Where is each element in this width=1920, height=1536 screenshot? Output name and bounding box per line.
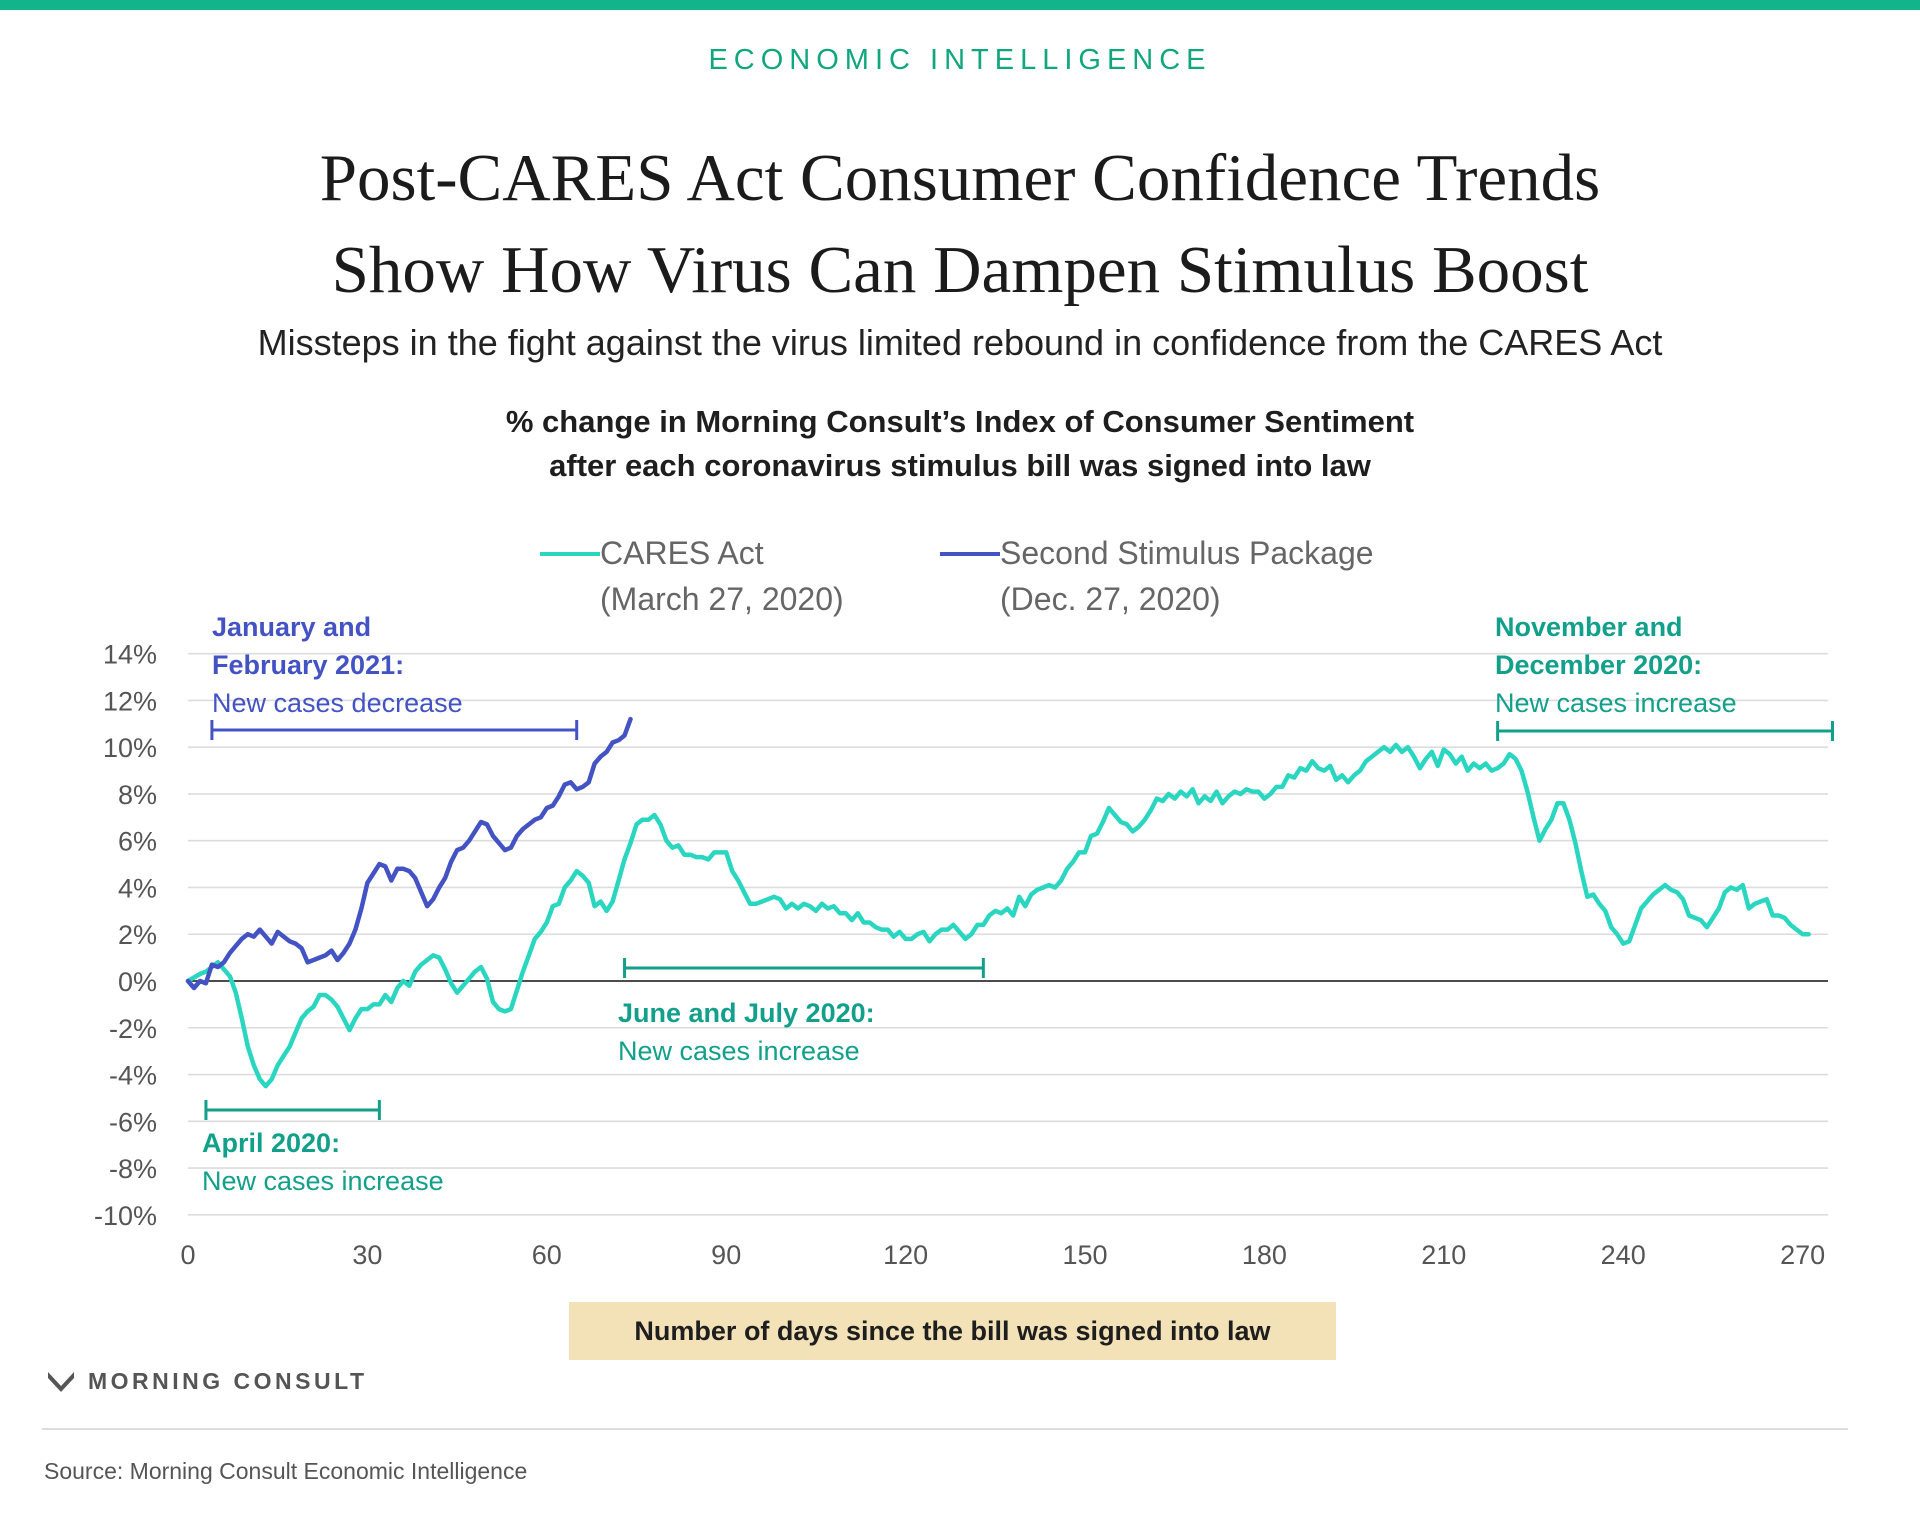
annotation-text: New cases increase (618, 1036, 860, 1066)
series-line-cares-act (185, 742, 1811, 1089)
chart-title-line-2: after each coronavirus stimulus bill was… (549, 448, 1371, 483)
x-tick-label: 240 (1601, 1240, 1646, 1270)
legend: CARES Act (March 27, 2020) Second Stimul… (540, 535, 1374, 617)
x-tick-label: 60 (532, 1240, 562, 1270)
source-note: Source: Morning Consult Economic Intelli… (44, 1458, 528, 1484)
y-tick-label: 0% (118, 967, 157, 997)
y-tick-label: 4% (118, 873, 157, 903)
subtitle: Missteps in the fight against the virus … (257, 322, 1663, 363)
y-tick-label: -8% (109, 1154, 157, 1184)
legend-label-cares: CARES Act (600, 535, 764, 571)
y-tick-label: 14% (103, 640, 157, 670)
series-lines (185, 716, 1811, 1089)
y-tick-label: 8% (118, 780, 157, 810)
headline-line-1: Post-CARES Act Consumer Confidence Trend… (319, 141, 1601, 215)
annotation-text: New cases decrease (212, 688, 463, 718)
y-tick-label: 2% (118, 920, 157, 950)
footer-divider (42, 1428, 1848, 1430)
brand-logo: MORNING CONSULT (46, 1366, 368, 1396)
annotation-title: June and July 2020: (618, 998, 875, 1028)
x-tick-label: 270 (1780, 1240, 1825, 1270)
annotation-title: December 2020: (1495, 650, 1702, 680)
annotation-june-july-2020: June and July 2020: New cases increase (618, 958, 985, 1066)
y-axis-ticks: -10% -8% -6% -4% -2% 0% 2% 4% 6% 8% 10% 12% 14% (94, 640, 157, 1231)
y-tick-label: -6% (109, 1107, 157, 1137)
annotation-title: February 2021: (212, 650, 404, 680)
y-tick-label: 10% (103, 733, 157, 763)
headline-line-2: Show How Virus Can Dampen Stimulus Boost (331, 233, 1589, 307)
annotation-bracket (204, 1100, 381, 1120)
x-tick-label: 30 (352, 1240, 382, 1270)
morning-consult-logo-icon (48, 1372, 74, 1392)
annotation-bracket (623, 958, 985, 978)
y-tick-label: -4% (109, 1061, 157, 1091)
legend-label-second: Second Stimulus Package (1000, 535, 1374, 571)
annotation-bracket (1496, 721, 1834, 741)
annotation-title: January and (212, 612, 371, 642)
chart-title: % change in Morning Consult’s Index of C… (0, 400, 1920, 488)
annotation-title: April 2020: (202, 1128, 340, 1158)
chart-title-line-1: % change in Morning Consult’s Index of C… (505, 404, 1415, 439)
legend-detail-cares: (March 27, 2020) (600, 581, 844, 617)
y-tick-label: 12% (103, 686, 157, 716)
x-tick-label: 120 (883, 1240, 928, 1270)
annotation-nov-dec-2020: November and December 2020: New cases incr… (1495, 612, 1834, 741)
legend-detail-second: (Dec. 27, 2020) (1000, 581, 1221, 617)
annotation-april-2020: April 2020: New cases increase (202, 1100, 444, 1196)
brand-wordmark: MORNING CONSULT (88, 1367, 368, 1394)
x-tick-label: 90 (711, 1240, 741, 1270)
headline: Post-CARES Act Consumer Confidence Trend… (0, 132, 1920, 316)
x-tick-label: 210 (1421, 1240, 1466, 1270)
x-axis-title: Number of days since the bill was signed… (569, 1302, 1336, 1360)
y-tick-label: -10% (94, 1201, 157, 1231)
x-tick-label: 0 (180, 1240, 195, 1270)
annotation-jan-feb-2021: January and February 2021: New cases decre… (210, 612, 579, 740)
annotation-bracket (210, 720, 579, 740)
annotation-title: November and (1495, 612, 1683, 642)
y-tick-label: -2% (109, 1014, 157, 1044)
eyebrow-label: ECONOMIC INTELLIGENCE (708, 44, 1212, 76)
x-tick-label: 150 (1062, 1240, 1107, 1270)
series-line-second-stimulus (185, 716, 633, 991)
top-accent-bar (0, 0, 1920, 10)
annotations: January and February 2021: New cases decre… (202, 612, 1834, 1196)
annotation-text: New cases increase (1495, 688, 1737, 718)
y-tick-label: 6% (118, 827, 157, 857)
gridlines (188, 652, 1828, 1216)
x-tick-label: 180 (1242, 1240, 1287, 1270)
annotation-text: New cases increase (202, 1166, 444, 1196)
x-axis-ticks: 0 30 60 90 120 150 180 210 240 270 (180, 1240, 1825, 1270)
